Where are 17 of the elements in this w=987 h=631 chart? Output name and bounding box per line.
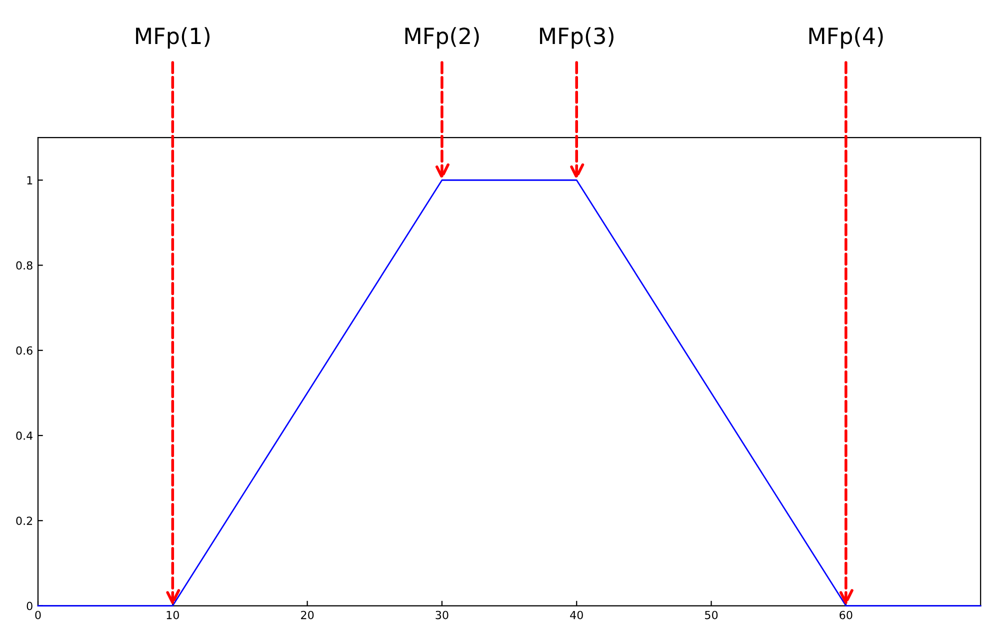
x-tick-label: 0	[35, 610, 41, 620]
y-tick-label: 0.2	[16, 516, 32, 526]
annotation: MFp(4)	[809, 27, 883, 49]
y-tick-label: 0.4	[16, 431, 33, 440]
y-tick-label: 0.8	[16, 261, 32, 270]
x-tick-label: 60	[840, 610, 852, 620]
annotation: MFp(2)	[405, 27, 479, 49]
annotation: MFp(1)	[136, 27, 210, 49]
y-tick-label: 1	[27, 176, 32, 184]
y-tick-label: 0.6	[16, 346, 32, 355]
annotation: MFp(3)	[540, 27, 614, 49]
x-tick-label: 30	[436, 610, 448, 620]
x-tick-label: 50	[705, 610, 718, 620]
x-tick-label: 40	[570, 610, 583, 620]
x-tick-label: 20	[301, 610, 314, 620]
x-tick-label: 10	[166, 610, 179, 620]
y-tick-label: 0	[26, 602, 32, 610]
